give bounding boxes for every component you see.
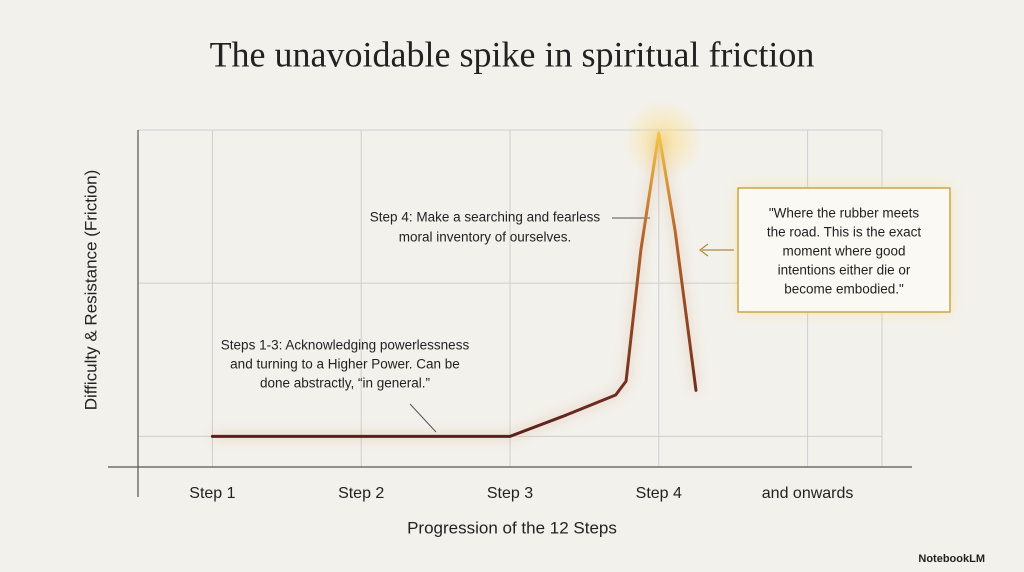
annotation: moral inventory of ourselves.	[399, 230, 572, 245]
annotation: intentions either die or	[778, 263, 911, 278]
annotation: done abstractly, “in general.”	[260, 376, 430, 391]
annotation: the road. This is the exact	[767, 225, 922, 240]
annotation: and turning to a Higher Power. Can be	[230, 357, 460, 372]
x-tick-label: Step 2	[338, 485, 384, 502]
callout-arrow-head	[699, 243, 709, 257]
chart-title: The unavoidable spike in spiritual frict…	[210, 34, 815, 74]
annotation: moment where good	[782, 244, 905, 259]
x-tick-label: Step 4	[636, 485, 682, 502]
callout-box	[737, 187, 951, 313]
x-tick-label: and onwards	[762, 485, 854, 502]
x-tick-label: Step 3	[487, 485, 533, 502]
series-line	[210, 131, 698, 438]
y-axis-label: Difficulty & Resistance (Friction)	[81, 170, 100, 411]
x-tick-label: Step 1	[189, 485, 235, 502]
annotation: Steps 1-3: Acknowledging powerlessness	[221, 338, 470, 353]
x-axis-label: Progression of the 12 Steps	[407, 518, 617, 537]
annotation: "Where the rubber meets	[769, 206, 920, 221]
annotation: become embodied."	[784, 282, 904, 297]
peak-glow	[623, 100, 703, 180]
annotation: Step 4: Make a searching and fearless	[370, 210, 601, 225]
brand: NotebookLM	[918, 553, 985, 565]
leader-line	[409, 403, 437, 433]
